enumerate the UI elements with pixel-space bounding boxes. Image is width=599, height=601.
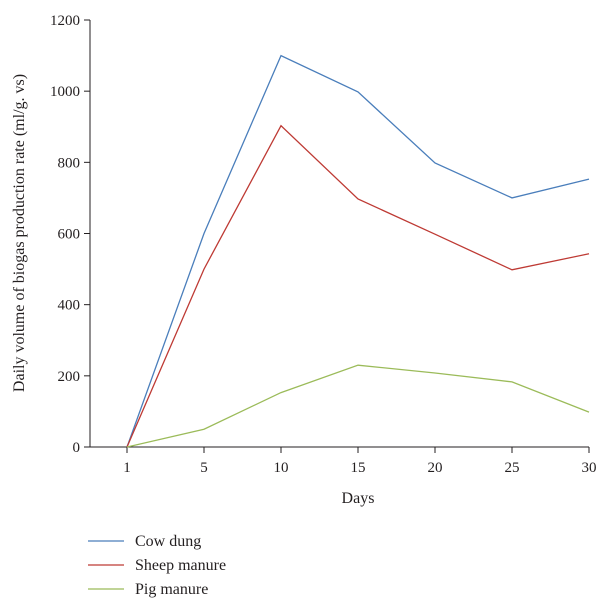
legend: Cow dung Sheep manure Pig manure (88, 533, 226, 598)
series-line-sheep-manure (126, 124, 590, 448)
x-tick-label: 20 (428, 460, 443, 476)
x-axis-title: Days (342, 490, 375, 507)
legend-item: Sheep manure (88, 557, 226, 574)
x-tick-label: 5 (200, 460, 208, 476)
series-lines (126, 54, 590, 448)
x-tick-label: 10 (274, 460, 289, 476)
y-tick-label: 600 (58, 227, 81, 243)
x-axis-ticks: 1 5 10 15 20 25 30 (123, 447, 597, 476)
y-axis-title: Daily volume of biogas production rate (… (11, 74, 28, 392)
legend-label: Sheep manure (135, 557, 226, 574)
legend-label: Pig manure (135, 581, 208, 598)
legend-item: Pig manure (88, 581, 208, 598)
x-tick-label: 30 (582, 460, 597, 476)
legend-label: Cow dung (135, 533, 201, 550)
y-axis-ticks: 0 200 400 600 800 1000 1200 (50, 13, 90, 456)
y-tick-label: 0 (73, 440, 81, 456)
y-tick-label: 400 (58, 298, 81, 314)
series-line-cow-dung (126, 54, 590, 448)
y-tick-label: 800 (58, 155, 81, 171)
x-tick-label: 25 (505, 460, 520, 476)
x-tick-label: 1 (123, 460, 131, 476)
legend-item: Cow dung (88, 533, 201, 550)
y-tick-label: 1000 (50, 84, 80, 100)
y-tick-label: 200 (58, 369, 81, 385)
x-tick-label: 15 (351, 460, 366, 476)
y-tick-label: 1200 (50, 13, 80, 29)
series-line-pig-manure (126, 364, 590, 448)
